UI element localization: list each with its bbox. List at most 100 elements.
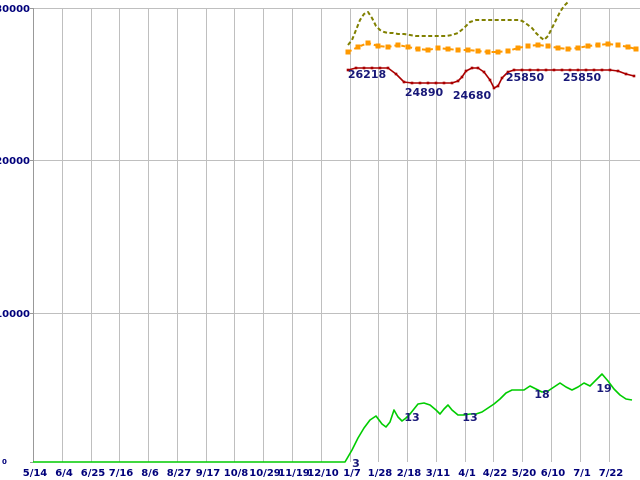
series-point-marker — [506, 70, 510, 74]
series-point-marker — [460, 75, 464, 79]
data-series-layer — [33, 1, 639, 463]
x-tick-label: 5/20 — [512, 468, 537, 479]
x-tick-label: 7/16 — [109, 468, 134, 479]
x-tick-label: 2/18 — [397, 468, 422, 479]
series-point-marker — [488, 78, 492, 82]
x-tick-label: 5/14 — [23, 468, 48, 479]
y-tick-label: 30000 — [0, 4, 30, 15]
series-point-marker — [585, 43, 591, 49]
series-point-marker — [496, 84, 500, 88]
data-point-label: 25850 — [506, 71, 545, 84]
series-point-marker — [608, 68, 612, 72]
series-point-marker — [385, 44, 391, 50]
x-tick-label: 6/4 — [55, 468, 73, 479]
x-tick-label: 9/17 — [196, 468, 221, 479]
x-tick-label: 8/6 — [141, 468, 159, 479]
x-tick-label: 8/27 — [167, 468, 192, 479]
series-point-marker — [415, 46, 421, 52]
series-point-marker — [482, 70, 486, 74]
series-point-marker — [426, 81, 430, 85]
series-point-marker — [584, 68, 588, 72]
x-tick-label: 3/11 — [426, 468, 451, 479]
series-point-marker — [354, 66, 358, 70]
x-tick-label: 7/22 — [599, 468, 624, 479]
x-tick-label: 6/10 — [541, 468, 566, 479]
y-axis-tick-labels: 30000 20000 10000 0 — [0, 4, 30, 466]
series-point-marker — [370, 66, 374, 70]
series-point-marker — [410, 81, 414, 85]
series-point-marker — [365, 40, 371, 46]
series-point-marker — [528, 68, 532, 72]
series-point-marker — [346, 68, 350, 72]
series-green-series — [33, 373, 633, 463]
series-point-marker — [485, 49, 491, 55]
series-point-marker — [465, 47, 471, 53]
series-point-marker — [576, 68, 580, 72]
series-point-marker — [495, 49, 501, 55]
series-point-marker — [525, 43, 531, 49]
x-tick-label: 12/10 — [307, 468, 339, 479]
x-tick-label: 6/25 — [81, 468, 106, 479]
data-point-label: 19 — [596, 382, 611, 395]
data-point-label: 24890 — [405, 86, 444, 99]
series-point-marker — [552, 68, 556, 72]
chart-axes — [30, 8, 34, 463]
series-line — [347, 42, 637, 53]
data-point-labels: 26218 24890 24680 25850 25850 3 13 13 18 19 — [348, 68, 612, 470]
data-point-label: 25850 — [563, 71, 602, 84]
series-point-marker — [632, 74, 636, 78]
series-point-marker — [464, 69, 468, 73]
series-point-marker — [560, 68, 564, 72]
series-point-marker — [475, 48, 481, 54]
series-point-marker — [375, 43, 381, 49]
series-point-marker — [633, 46, 639, 52]
x-tick-label: 11/19 — [278, 468, 310, 479]
series-point-marker — [345, 49, 351, 55]
series-orange-dashed-series — [345, 40, 639, 55]
series-point-marker — [476, 66, 480, 70]
series-point-marker — [434, 81, 438, 85]
series-point-marker — [615, 42, 621, 48]
y-tick-label: 10000 — [0, 309, 30, 320]
x-tick-label: 1/28 — [368, 468, 393, 479]
series-point-marker — [456, 79, 460, 83]
series-point-marker — [405, 44, 411, 50]
series-point-marker — [450, 81, 454, 85]
series-point-marker — [445, 46, 451, 52]
series-point-marker — [442, 81, 446, 85]
series-point-marker — [625, 44, 631, 50]
series-point-marker — [500, 76, 504, 80]
series-point-marker — [600, 68, 604, 72]
data-point-label: 18 — [534, 388, 549, 401]
x-tick-label: 4/1 — [458, 468, 476, 479]
series-point-marker — [425, 47, 431, 53]
series-point-marker — [605, 41, 611, 47]
series-point-marker — [378, 66, 382, 70]
series-point-marker — [386, 66, 390, 70]
series-point-marker — [515, 45, 521, 51]
series-point-marker — [544, 68, 548, 72]
x-tick-label: 4/22 — [483, 468, 508, 479]
series-point-marker — [402, 80, 406, 84]
series-point-marker — [362, 66, 366, 70]
data-point-label: 13 — [462, 411, 477, 424]
series-point-marker — [535, 42, 541, 48]
series-line — [347, 1, 569, 46]
series-line — [33, 373, 633, 463]
x-axis-tick-labels: 5/14 6/4 6/25 7/16 8/6 8/27 9/17 10/8 10/2911/19… — [23, 468, 624, 479]
series-point-marker — [565, 46, 571, 52]
series-point-marker — [355, 44, 361, 50]
series-point-marker — [520, 68, 524, 72]
series-point-marker — [568, 68, 572, 72]
series-point-marker — [418, 81, 422, 85]
y-tick-label: 20000 — [0, 156, 30, 167]
series-point-marker — [595, 42, 601, 48]
series-point-marker — [545, 43, 551, 49]
series-point-marker — [470, 66, 474, 70]
series-point-marker — [505, 48, 511, 54]
series-point-marker — [555, 45, 561, 51]
series-point-marker — [512, 68, 516, 72]
series-point-marker — [624, 72, 628, 76]
grid-lines — [33, 8, 640, 462]
